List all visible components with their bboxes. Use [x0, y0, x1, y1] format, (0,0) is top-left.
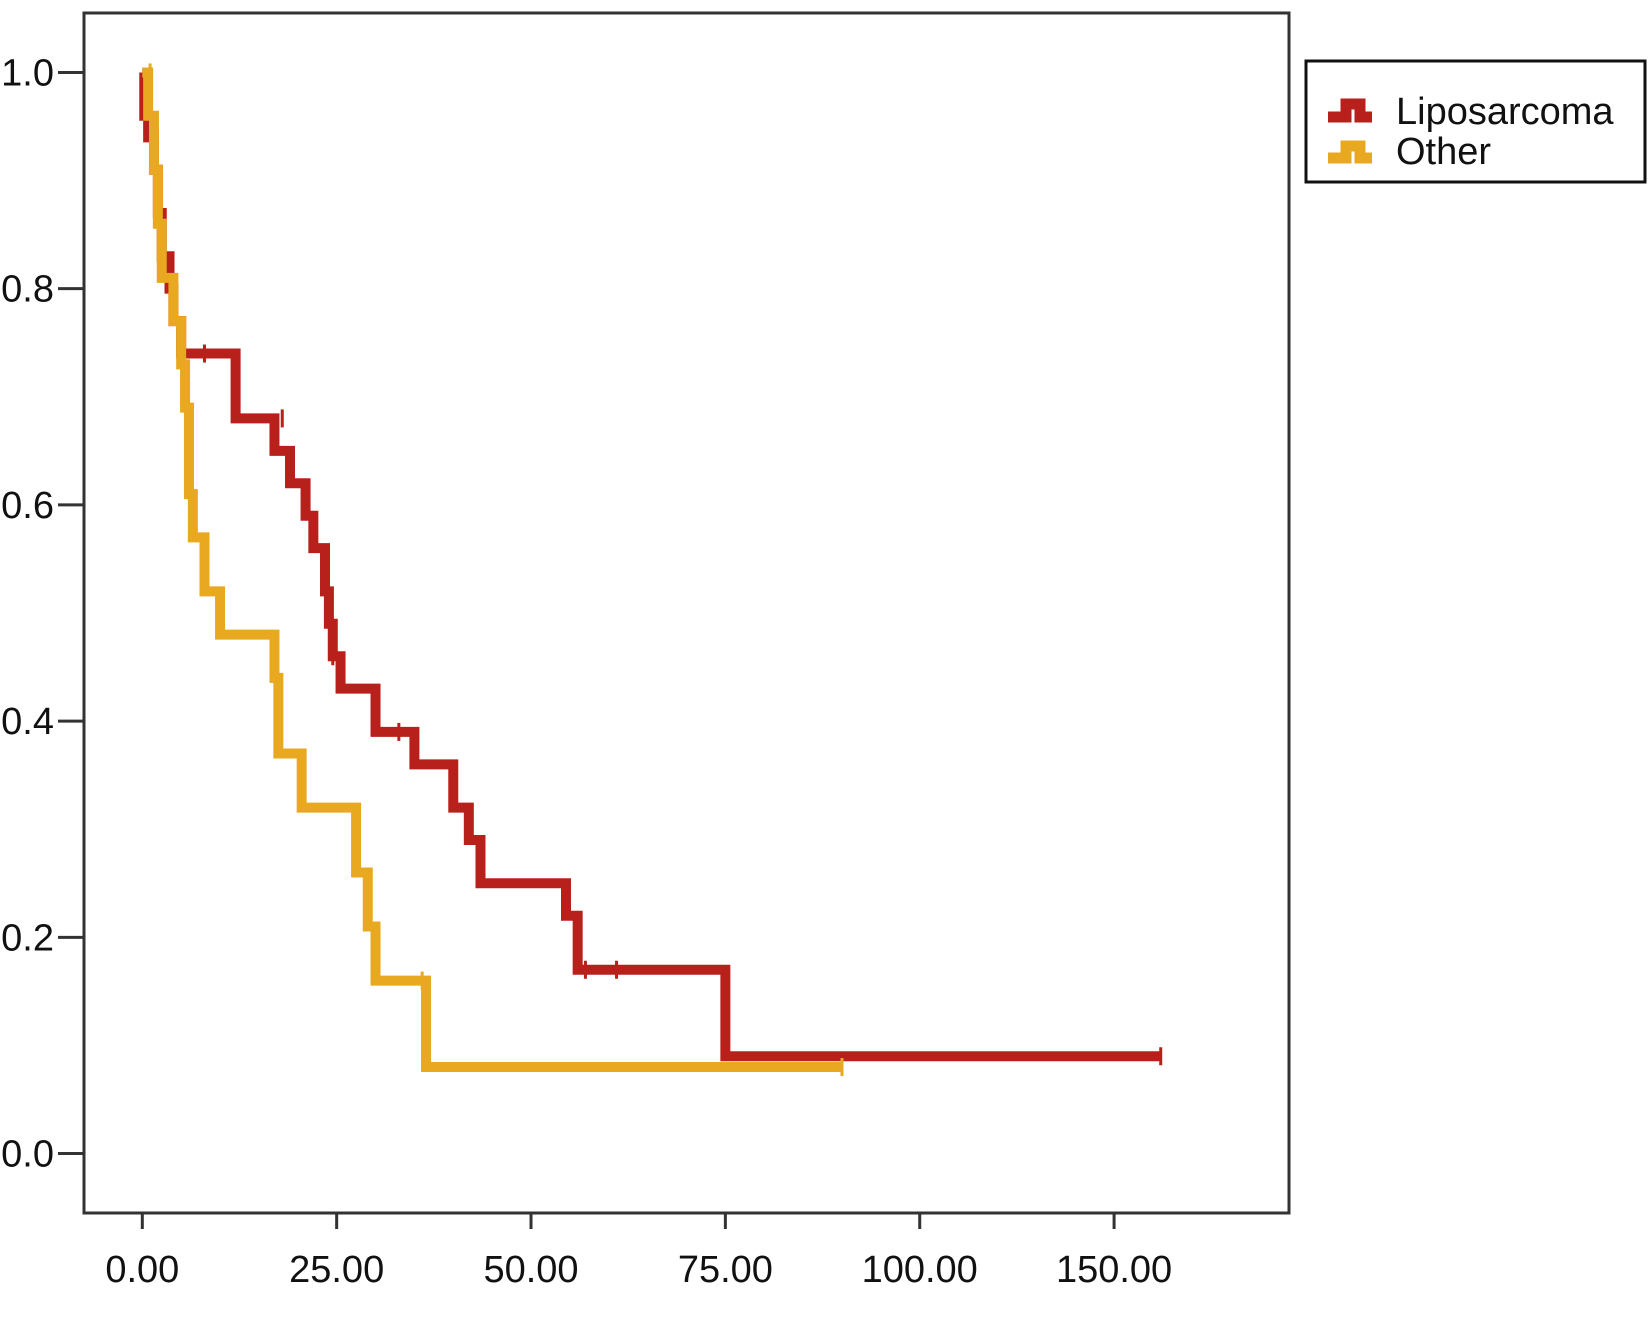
y-tick-label: 0.2	[1, 917, 54, 959]
x-tick-label: 0.00	[105, 1249, 179, 1291]
x-tick-label: 150.00	[1056, 1249, 1172, 1291]
legend: Liposarcoma Other	[1304, 59, 1647, 184]
series-layer	[139, 63, 1163, 1077]
x-tick-label: 50.00	[483, 1249, 578, 1291]
y-tick-label: 1.0	[1, 52, 54, 94]
x-tick-label: 100.00	[862, 1249, 978, 1291]
y-tick-label: 0.4	[1, 701, 54, 743]
plot-frame	[82, 11, 1291, 1215]
legend-swatch-other	[1328, 140, 1372, 164]
x-tick-label: 25.00	[289, 1249, 384, 1291]
y-tick-label: 0.0	[1, 1134, 54, 1176]
legend-label-liposarcoma: Liposarcoma	[1396, 91, 1614, 133]
legend-swatch-liposarcoma	[1328, 98, 1372, 123]
y-tick-label: 0.6	[1, 485, 54, 527]
y-tick-label: 0.8	[1, 269, 54, 311]
legend-label-other: Other	[1396, 131, 1491, 173]
series-line-other	[142, 67, 842, 1073]
x-tick-label: 75.00	[678, 1249, 773, 1291]
axis-layer: 0.00 25.00 50.00 75.00 100.00 150.00 0.0 0.2 0.4…	[1, 52, 1172, 1291]
